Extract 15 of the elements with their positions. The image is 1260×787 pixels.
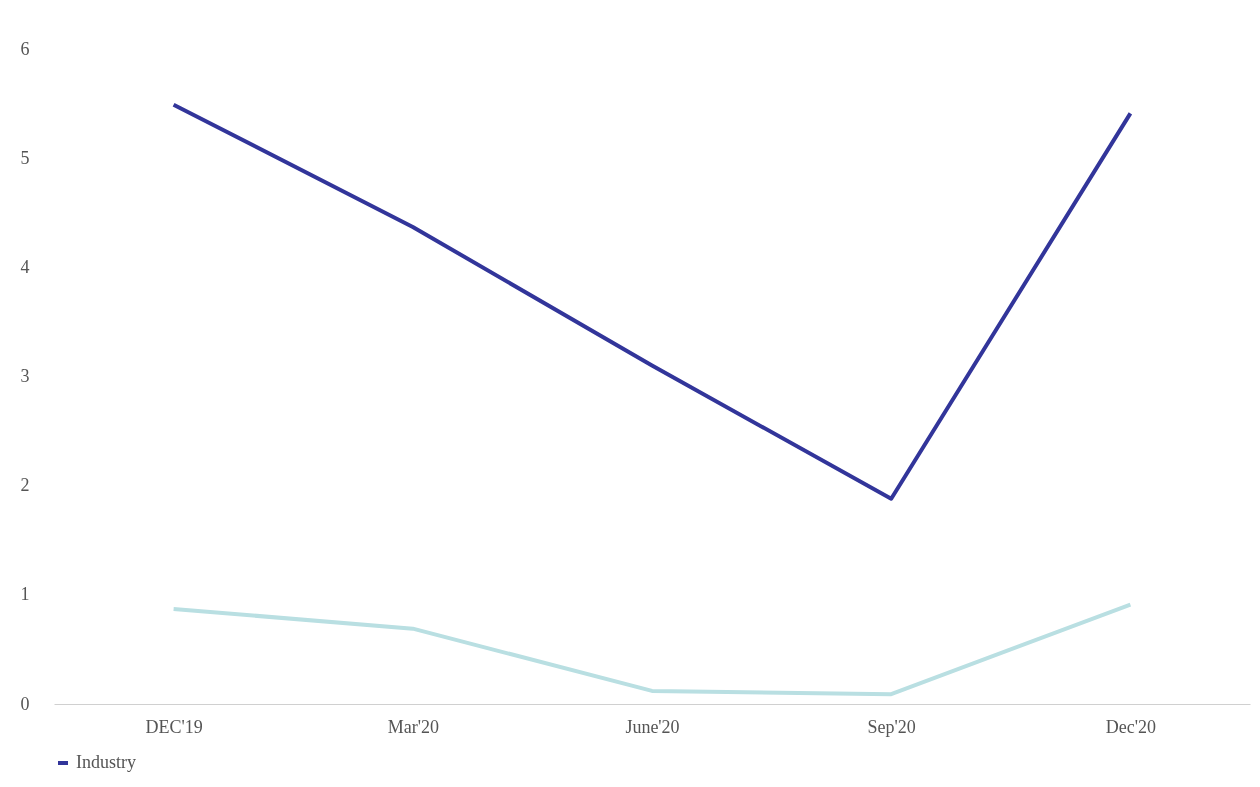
x-tick-label: Sep'20 xyxy=(867,716,916,737)
y-tick-label: 1 xyxy=(20,584,30,605)
x-tick-label: June'20 xyxy=(625,716,680,737)
x-tick-label: Mar'20 xyxy=(387,716,439,737)
y-tick-label: 4 xyxy=(20,256,30,277)
legend-label: Industry xyxy=(76,752,136,772)
line-series xyxy=(171,602,1133,697)
y-tick-label: 3 xyxy=(20,366,30,386)
y-tick-label: 2 xyxy=(20,475,30,496)
x-tick-label: Dec'20 xyxy=(1105,716,1157,737)
x-tick-label: DEC'19 xyxy=(145,716,203,737)
line-series xyxy=(171,102,1133,501)
y-tick-label: 0 xyxy=(20,693,30,714)
y-tick-label: 6 xyxy=(20,38,30,59)
y-tick-label: 5 xyxy=(20,147,30,168)
